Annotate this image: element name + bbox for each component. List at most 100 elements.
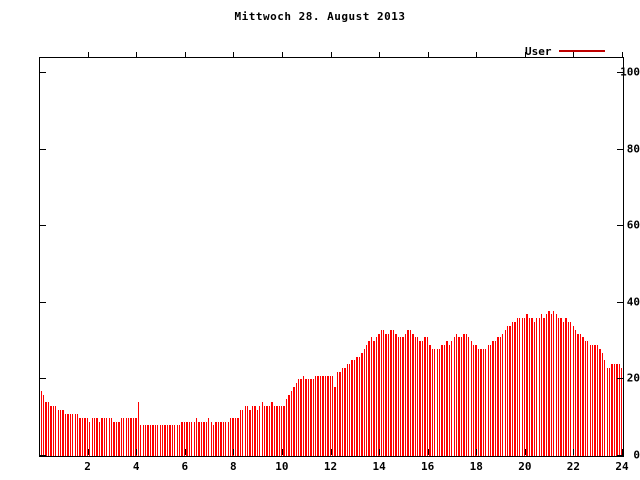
bar <box>74 413 76 456</box>
bar <box>268 406 271 456</box>
y-tick-mark-right <box>617 72 623 74</box>
bar <box>295 383 297 456</box>
bar <box>361 352 363 456</box>
x-tick-mark-top <box>524 52 526 58</box>
y-tick-mark <box>40 225 46 227</box>
bar <box>79 417 81 456</box>
bar <box>120 417 123 456</box>
bar <box>64 413 67 456</box>
bar <box>147 425 149 456</box>
bar <box>533 322 535 456</box>
x-tick-label: 24 <box>615 460 629 473</box>
bar <box>472 345 475 456</box>
bar <box>115 421 118 456</box>
bar <box>276 406 278 456</box>
bar <box>281 406 283 456</box>
bar <box>171 425 174 456</box>
bar <box>526 314 528 456</box>
bar <box>502 333 504 456</box>
x-tick-mark-top <box>427 52 429 58</box>
bar <box>477 348 480 456</box>
bar <box>419 341 421 456</box>
bar <box>407 329 409 456</box>
bar <box>200 421 203 456</box>
x-tick-label: 2 <box>84 460 91 473</box>
bar <box>523 318 526 456</box>
x-tick-label: 22 <box>566 460 581 473</box>
bar <box>266 406 268 456</box>
bar <box>135 417 137 456</box>
bar <box>468 337 470 456</box>
bar <box>509 325 511 456</box>
bar <box>599 348 601 456</box>
x-tick-mark-top <box>379 52 381 58</box>
bar <box>324 375 327 456</box>
bar <box>451 341 453 456</box>
bar <box>278 406 280 456</box>
y-tick-mark <box>40 455 46 456</box>
bar <box>356 356 358 456</box>
bar <box>463 333 465 456</box>
bar <box>193 421 195 456</box>
bar <box>489 345 492 456</box>
y-tick-label: 80 <box>626 142 640 156</box>
bar <box>300 379 302 456</box>
bar <box>448 345 450 456</box>
bar <box>373 341 375 456</box>
bar <box>339 371 341 456</box>
bar <box>332 375 334 456</box>
bar <box>378 333 380 456</box>
bar <box>574 329 577 456</box>
bar <box>327 375 329 456</box>
bar <box>404 333 407 456</box>
bar <box>506 325 509 456</box>
bar <box>183 421 186 456</box>
bar <box>606 367 608 456</box>
bar <box>565 318 567 456</box>
x-tick-label: 10 <box>275 460 289 473</box>
bar <box>237 417 239 456</box>
bar <box>247 406 249 456</box>
bar <box>390 329 392 456</box>
bar <box>232 417 234 456</box>
bar <box>497 337 499 456</box>
bar <box>251 406 254 456</box>
bar <box>582 337 584 456</box>
bar <box>125 417 127 456</box>
bar <box>485 348 487 456</box>
x-tick-mark-top <box>281 52 283 58</box>
bar <box>159 425 161 456</box>
x-tick-mark <box>379 449 381 455</box>
bar <box>562 322 565 456</box>
y-tick-mark <box>40 301 46 303</box>
bar <box>504 329 506 456</box>
bar <box>307 379 310 456</box>
bar <box>81 417 84 456</box>
bar <box>349 364 351 456</box>
bar <box>45 402 47 456</box>
y-tick-mark-right <box>617 455 623 456</box>
bar <box>380 329 382 456</box>
bar <box>351 360 353 456</box>
bar <box>157 425 159 456</box>
x-tick-mark <box>184 449 186 455</box>
bar <box>540 314 543 456</box>
bar <box>315 375 317 456</box>
y-tick-mark <box>40 148 46 150</box>
bar <box>514 322 516 456</box>
bar <box>142 425 144 456</box>
bar <box>132 417 135 456</box>
bar <box>293 387 295 456</box>
bar <box>98 421 101 456</box>
x-tick-mark <box>573 449 575 455</box>
bar <box>162 425 164 456</box>
bar <box>400 337 402 456</box>
bar <box>334 387 336 456</box>
bar <box>475 345 477 456</box>
bar <box>375 337 378 456</box>
bar <box>290 390 293 456</box>
bar <box>169 425 171 456</box>
bar <box>494 341 497 456</box>
x-tick-mark <box>476 449 478 455</box>
bar <box>611 364 613 456</box>
